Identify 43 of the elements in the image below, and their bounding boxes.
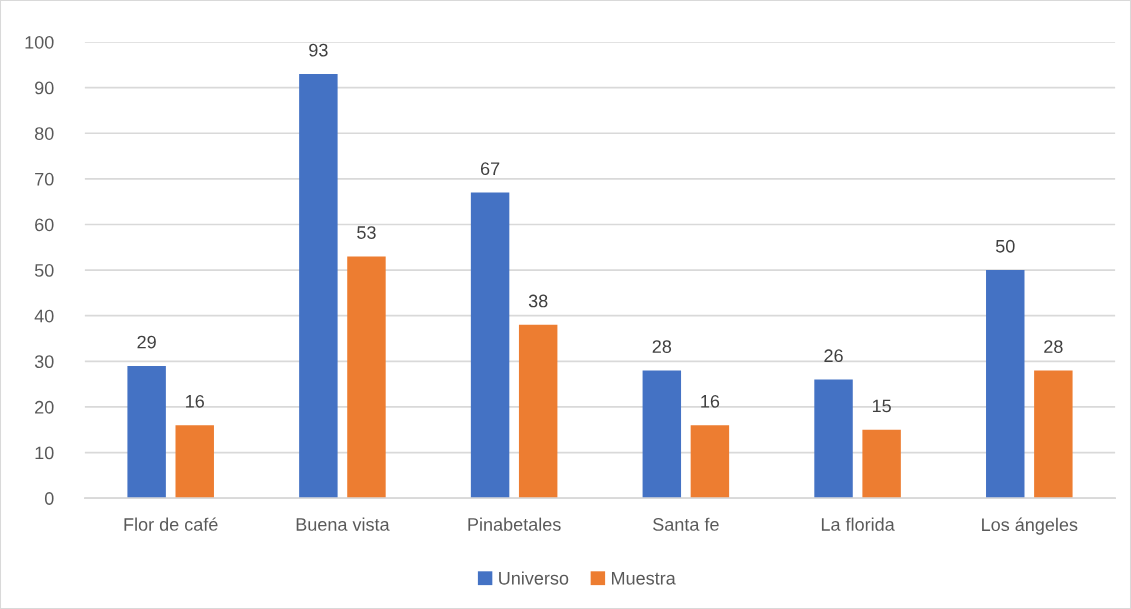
bar [518,324,558,499]
y-tick-label: 50 [34,264,54,277]
data-label: 16 [186,394,204,408]
y-tick-label: 40 [34,309,54,323]
x-tick-label: Pinabetales [468,517,561,531]
y-tick-label: 0 [44,492,54,505]
data-label: 53 [357,226,376,239]
legend-label: Muestra [612,572,676,585]
bar [862,429,901,499]
bar [470,192,510,499]
data-label: 93 [309,43,328,57]
x-tick-label: Santa fe [653,517,719,531]
bar [347,256,386,499]
bar [127,365,166,499]
legend-label: Universo [499,571,569,585]
data-label: 26 [824,349,843,363]
x-tick-label: Los ángeles [982,517,1078,535]
y-tick-label: 60 [35,218,54,232]
bar [175,425,214,499]
y-tick-label: 70 [35,172,54,186]
x-tick-label: La florida [821,517,895,531]
data-label: 28 [1044,340,1063,353]
bar [986,270,1025,499]
data-label: 50 [995,239,1015,253]
data-label: 16 [701,394,720,408]
bar [299,73,338,499]
bar [690,425,730,499]
x-tick-label: Buena vista [296,517,390,531]
y-tick-label: 90 [35,81,54,95]
y-tick-label: 80 [34,127,54,140]
bar [642,370,682,499]
x-tick-label: Flor de café [124,517,218,531]
data-label: 67 [480,162,500,176]
y-tick-label: 10 [35,446,54,460]
data-label: 29 [137,335,156,349]
y-tick-label: 30 [34,355,54,369]
data-label: 15 [872,399,891,413]
data-label: 38 [528,294,548,308]
bar [814,379,853,499]
bar [1034,370,1073,499]
y-tick-label: 20 [35,400,54,414]
data-label: 28 [652,340,672,353]
y-tick-label: 100 [25,35,54,49]
